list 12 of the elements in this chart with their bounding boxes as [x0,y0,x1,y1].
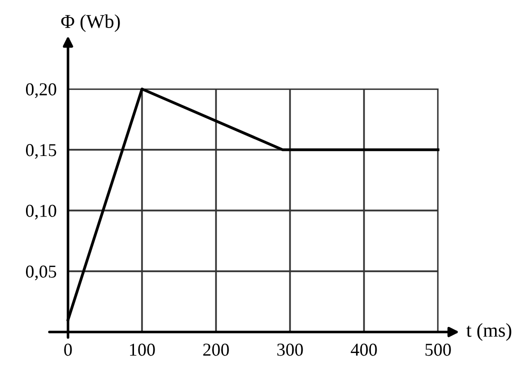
y-tick-label: 0,15 [26,144,56,159]
y-axis-title: Φ (Wb) [61,14,120,32]
x-tick-label: 0 [64,344,72,356]
y-tick-label: 0,05 [26,266,56,280]
x-tick-label: 300 [277,344,303,356]
x-tick-label: 100 [130,344,155,356]
x-tick-label: 400 [350,344,377,356]
x-tick-label: 500 [426,344,451,356]
y-tick-label: 0,20 [26,83,56,98]
x-axis-title: t (ms) [466,323,512,341]
y-tick-label: 0,10 [26,204,56,220]
x-tick-label: 200 [203,344,229,356]
